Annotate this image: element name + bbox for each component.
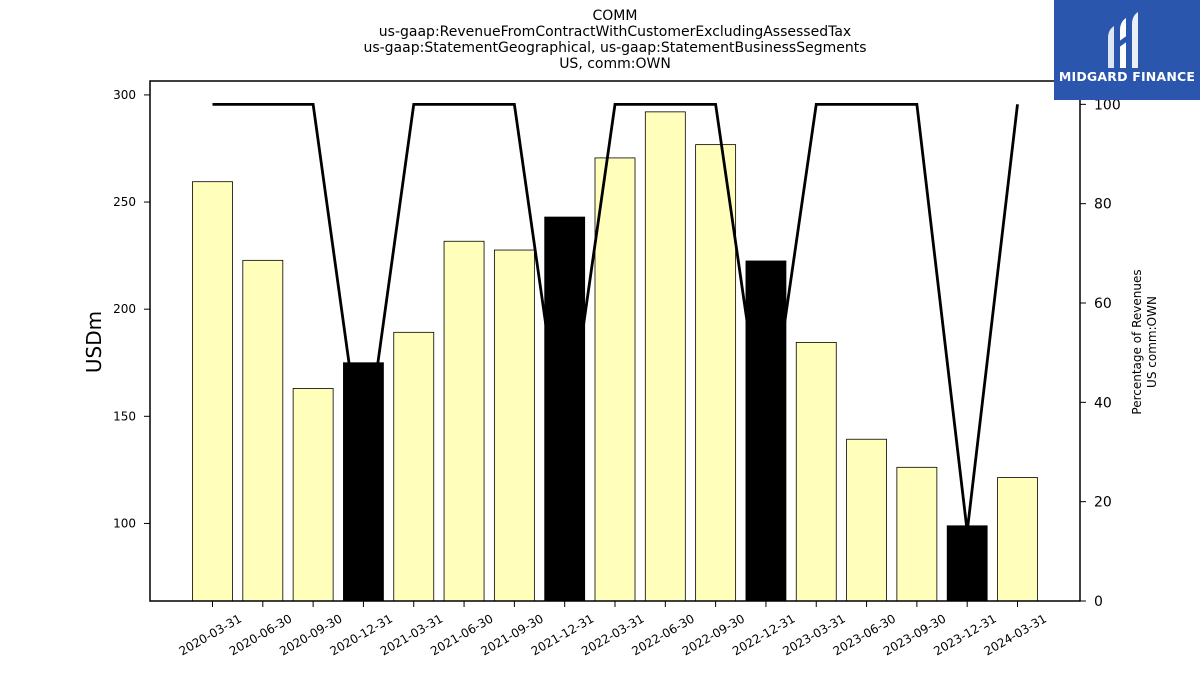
y2-axis-label-0: Percentage of Revenues — [1130, 269, 1144, 414]
bar-series — [192, 111, 1038, 602]
bar-2020-12-31 — [343, 362, 384, 602]
y2-tick-label-60: 60 — [1094, 296, 1112, 312]
y-axis-label: USDm — [82, 311, 106, 373]
bar-2021-06-30 — [443, 240, 485, 602]
bar-2023-09-30 — [896, 466, 938, 602]
axis-labels: USDm Percentage of Revenues US comm:OWN — [82, 269, 1159, 414]
bar-2020-03-31 — [192, 181, 233, 602]
y2-tick-label-20: 20 — [1094, 495, 1112, 511]
y2-tick-label-100: 100 — [1094, 97, 1121, 113]
logo-text: MIDGARD FINANCE — [1058, 69, 1196, 84]
y-tick-label-250: 250 — [113, 195, 136, 209]
y2-tick-label-0: 0 — [1094, 594, 1103, 610]
bar-2022-03-31 — [594, 157, 636, 602]
percentage-line — [212, 102, 1019, 532]
y2-tick-label-80: 80 — [1094, 197, 1112, 213]
bar-2021-03-31 — [393, 331, 435, 602]
y-tick-label-100: 100 — [113, 516, 136, 530]
y2-axis-label-1: US comm:OWN — [1145, 296, 1159, 388]
y-tick-label-300: 300 — [113, 88, 136, 102]
y-tick-label-150: 150 — [113, 409, 136, 423]
y-tick-label-200: 200 — [113, 302, 136, 316]
brand-logo: MIDGARD FINANCE — [1054, 0, 1200, 100]
bar-2021-12-31 — [544, 216, 586, 602]
bar-2020-06-30 — [242, 259, 284, 602]
bar-2023-12-31 — [946, 525, 988, 602]
y2-tick-label-40: 40 — [1094, 395, 1112, 411]
bar-2023-03-31 — [795, 341, 837, 602]
chart-title-dimensions: us-gaap:StatementGeographical, us-gaap:S… — [363, 40, 867, 56]
bar-2022-12-31 — [745, 260, 787, 602]
bar-2023-06-30 — [846, 438, 887, 602]
bar-2022-06-30 — [644, 111, 686, 602]
bar-2020-09-30 — [292, 388, 334, 602]
chart-title-members: US, comm:OWN — [559, 56, 671, 72]
chart-title-concept: us-gaap:RevenueFromContractWithCustomerE… — [378, 24, 852, 40]
bar-2021-09-30 — [493, 249, 535, 602]
logo-mark-icon — [1108, 12, 1138, 68]
line-series — [212, 102, 1019, 532]
bar-2022-09-30 — [695, 144, 737, 602]
bar-2024-03-31 — [997, 477, 1038, 602]
chart-title-ticker: COMM — [592, 8, 638, 24]
